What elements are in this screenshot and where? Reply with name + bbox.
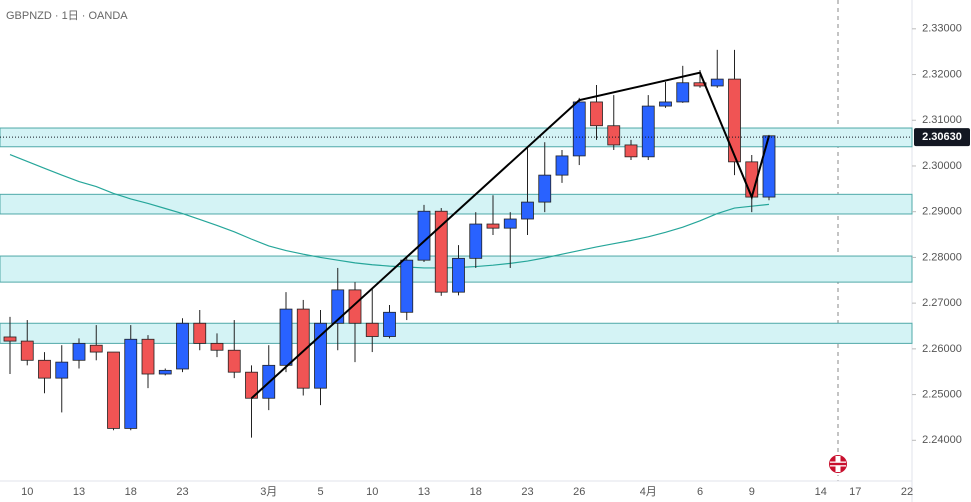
x-tick-label: 22 [901, 486, 913, 498]
y-tick-label: 2.25000 [922, 388, 962, 400]
x-tick-label: 13 [418, 486, 430, 498]
candle-body [659, 101, 672, 107]
y-tick-label: 2.31000 [922, 114, 962, 126]
x-tick-label: 23 [521, 486, 533, 498]
x-tick-label: 13 [73, 486, 85, 498]
candle-body [762, 135, 776, 198]
candle-body [296, 308, 310, 389]
candle-body [693, 82, 707, 87]
candle-body [193, 322, 207, 344]
candle-body [210, 342, 224, 351]
candle-body [72, 342, 86, 361]
candle-body [124, 338, 138, 429]
y-tick-label: 2.33000 [922, 23, 962, 35]
candle-body [400, 259, 414, 313]
candle-body [141, 338, 155, 375]
moving-average [9, 153, 770, 269]
y-tick-label: 2.30000 [922, 160, 962, 172]
y-tick-label: 2.26000 [922, 343, 962, 355]
candle-body [590, 101, 603, 127]
candle-body [331, 289, 345, 324]
y-tick-label: 2.32000 [922, 68, 962, 80]
x-tick-label: 5 [317, 486, 323, 498]
candle-body [572, 101, 586, 157]
candle-body [383, 311, 396, 337]
candle-body [624, 144, 638, 158]
candle-body [434, 210, 448, 293]
candle-body [607, 125, 621, 146]
x-tick-label: 3月 [260, 486, 277, 498]
x-tick-label: 14 [815, 486, 827, 498]
x-tick-label: 4月 [640, 486, 657, 498]
candle-body [555, 155, 569, 176]
x-tick-label: 23 [176, 486, 188, 498]
candle-body [710, 78, 724, 87]
x-tick-label: 26 [573, 486, 585, 498]
chart-title: GBPNZD · 1日 · OANDA [6, 10, 128, 22]
candle-body [728, 78, 741, 163]
candle-body [452, 257, 465, 293]
candle-body [521, 201, 534, 220]
x-tick-label: 18 [125, 486, 137, 498]
candle-body [227, 349, 241, 373]
candle-body [107, 351, 120, 429]
candle-body [279, 308, 293, 366]
candle-body [348, 289, 362, 324]
candle-body [365, 322, 379, 337]
candle-body [38, 359, 51, 379]
last-price-label: 2.30630 [922, 131, 962, 143]
candle-body [89, 344, 103, 353]
x-tick-label: 10 [366, 486, 378, 498]
flag-icon [827, 453, 849, 475]
y-tick-label: 2.28000 [922, 251, 962, 263]
candle-body [676, 82, 690, 103]
candle-body [417, 210, 431, 261]
x-tick-label: 17 [849, 486, 861, 498]
zone [0, 193, 913, 215]
candle-body [55, 361, 69, 379]
candle-body [20, 340, 34, 361]
x-tick-label: 10 [21, 486, 33, 498]
y-tick-label: 2.29000 [922, 206, 962, 218]
zone [0, 322, 913, 344]
x-tick-label: 9 [749, 486, 755, 498]
last-price-tag [914, 128, 970, 147]
candle-body [469, 223, 483, 259]
candle-body [158, 369, 172, 375]
candle-body [503, 218, 517, 229]
x-tick-label: 18 [470, 486, 482, 498]
plot-area [0, 0, 912, 481]
candle-body [3, 336, 17, 342]
candle-body [486, 223, 500, 229]
candle-body [641, 105, 655, 158]
x-tick-label: 6 [697, 486, 703, 498]
candle-body [538, 174, 552, 203]
y-tick-label: 2.27000 [922, 297, 962, 309]
zigzag-line [250, 71, 770, 399]
y-tick-label: 2.24000 [922, 434, 962, 446]
candle-body [176, 322, 189, 370]
